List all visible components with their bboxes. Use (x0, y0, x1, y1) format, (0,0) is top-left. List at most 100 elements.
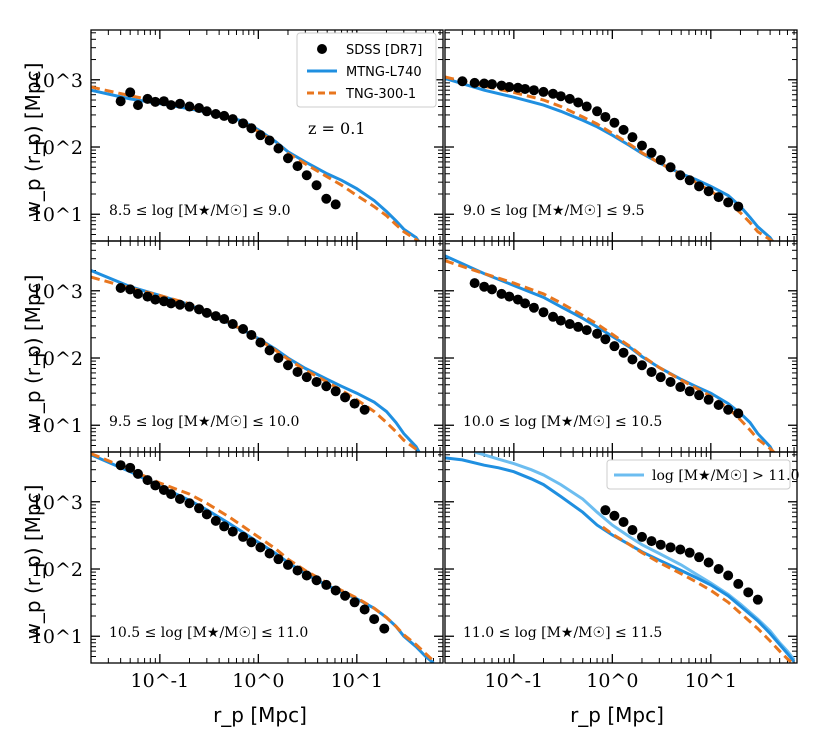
sdss-point (238, 531, 249, 542)
sdss-point (743, 587, 754, 598)
sdss-point (150, 480, 161, 491)
sdss-point (723, 570, 734, 581)
series-line-tng (601, 525, 795, 663)
sdss-point (142, 291, 153, 302)
sdss-point (301, 372, 312, 383)
sdss-point (548, 311, 559, 322)
legend-high-mass-frame (606, 459, 791, 490)
series-line-tng (91, 275, 422, 452)
sdss-point (359, 604, 370, 615)
legend-marker-sdss (317, 44, 327, 54)
y-tick-label: 10^1 (31, 626, 83, 648)
sdss-point (264, 135, 275, 146)
sdss-point (627, 132, 638, 143)
sdss-point (723, 404, 734, 415)
sdss-point (210, 311, 221, 322)
sdss-point (665, 162, 676, 173)
sdss-point (264, 548, 275, 559)
panel-4-mass-bin-label: 10.0 ≤ log [M★/M☉] ≤ 10.5 (463, 414, 662, 430)
sdss-point (219, 521, 230, 532)
sdss-point (548, 88, 559, 99)
sdss-point (636, 140, 647, 151)
sdss-point (733, 408, 744, 419)
sdss-point (703, 186, 714, 197)
sdss-point (713, 564, 724, 575)
series-line-tng (445, 75, 775, 241)
sdss-point (564, 93, 575, 104)
sdss-point (538, 307, 549, 318)
y-tick-label: 10^3 (31, 70, 83, 92)
sdss-point (646, 366, 657, 377)
sdss-point (684, 175, 695, 186)
legend-label-tng: TNG-300-1 (345, 87, 416, 102)
sdss-point (573, 97, 584, 108)
sdss-point (675, 382, 686, 393)
sdss-point (538, 86, 549, 97)
sdss-point (665, 376, 676, 387)
redshift-label: z = 0.1 (308, 119, 365, 138)
sdss-point (496, 288, 507, 299)
sdss-point (609, 510, 620, 521)
sdss-point (311, 180, 322, 191)
sdss-point (227, 114, 238, 125)
y-tick-label: 10^2 (31, 348, 83, 370)
sdss-point (184, 101, 195, 112)
x-axis-label-right: r_p [Mpc] (570, 703, 664, 727)
sdss-point (713, 192, 724, 203)
panel-3-mass-bin-label: 9.5 ≤ log [M★/M☉] ≤ 10.0 (109, 414, 299, 430)
sdss-point (665, 542, 676, 553)
sdss-point (655, 372, 666, 383)
sdss-point (311, 575, 322, 586)
sdss-point (201, 106, 212, 117)
y-tick-label: 10^3 (31, 492, 83, 514)
legend-high-mass: log [M★/M☉] > 11.0 (606, 459, 800, 490)
sdss-point (273, 554, 284, 565)
sdss-point (238, 118, 249, 129)
sdss-point (675, 544, 686, 555)
sdss-point (520, 83, 531, 94)
panel-5-mass-bin-label: 10.5 ≤ log [M★/M☉] ≤ 11.0 (109, 625, 308, 641)
sdss-point (282, 559, 293, 570)
sdss-point (369, 614, 380, 625)
sdss-point (703, 394, 714, 405)
panels-group: 10^1 10^2 10^3 8.5 ≤ log [M★/M☉] ≤ 9.0 9.0 ≤… (31, 29, 798, 692)
sdss-point (581, 101, 592, 112)
sdss-point (486, 79, 497, 90)
x-tick-label: 10^0 (586, 670, 638, 692)
sdss-point (359, 404, 370, 415)
sdss-point (227, 526, 238, 537)
sdss-point (219, 110, 230, 121)
legend-label-sdss: SDSS [DR7] (346, 43, 422, 58)
y-axis-label-row-1: w_p (r_p) [Mpc] (21, 63, 45, 218)
sdss-point (330, 386, 341, 397)
panel-6-frame (444, 451, 798, 664)
sdss-point (125, 462, 136, 473)
sdss-point (600, 334, 611, 345)
sdss-point (600, 111, 611, 122)
sdss-point (132, 468, 143, 479)
sdss-point (201, 307, 212, 318)
sdss-point (694, 552, 705, 563)
panel-4: 10.0 ≤ log [M★/M☉] ≤ 10.5 (444, 240, 798, 453)
sdss-point (684, 386, 695, 397)
sdss-point (694, 181, 705, 192)
sdss-point (504, 82, 515, 93)
series-line-tng (445, 259, 776, 452)
sdss-point (194, 304, 205, 315)
sdss-point (125, 284, 136, 295)
sdss-point (246, 537, 257, 548)
sdss-point (486, 284, 497, 295)
sdss-point (321, 193, 332, 204)
sdss-point (321, 579, 332, 590)
sdss-point (273, 353, 284, 364)
sdss-point (238, 324, 249, 335)
x-tick-label: 10^-1 (485, 670, 544, 692)
sdss-point (646, 147, 657, 158)
sdss-point (457, 76, 468, 87)
panel-2: 9.0 ≤ log [M★/M☉] ≤ 9.5 (444, 29, 798, 242)
sdss-point (166, 298, 177, 309)
sdss-point (555, 315, 566, 326)
sdss-point (528, 85, 539, 96)
sdss-point (132, 100, 143, 111)
